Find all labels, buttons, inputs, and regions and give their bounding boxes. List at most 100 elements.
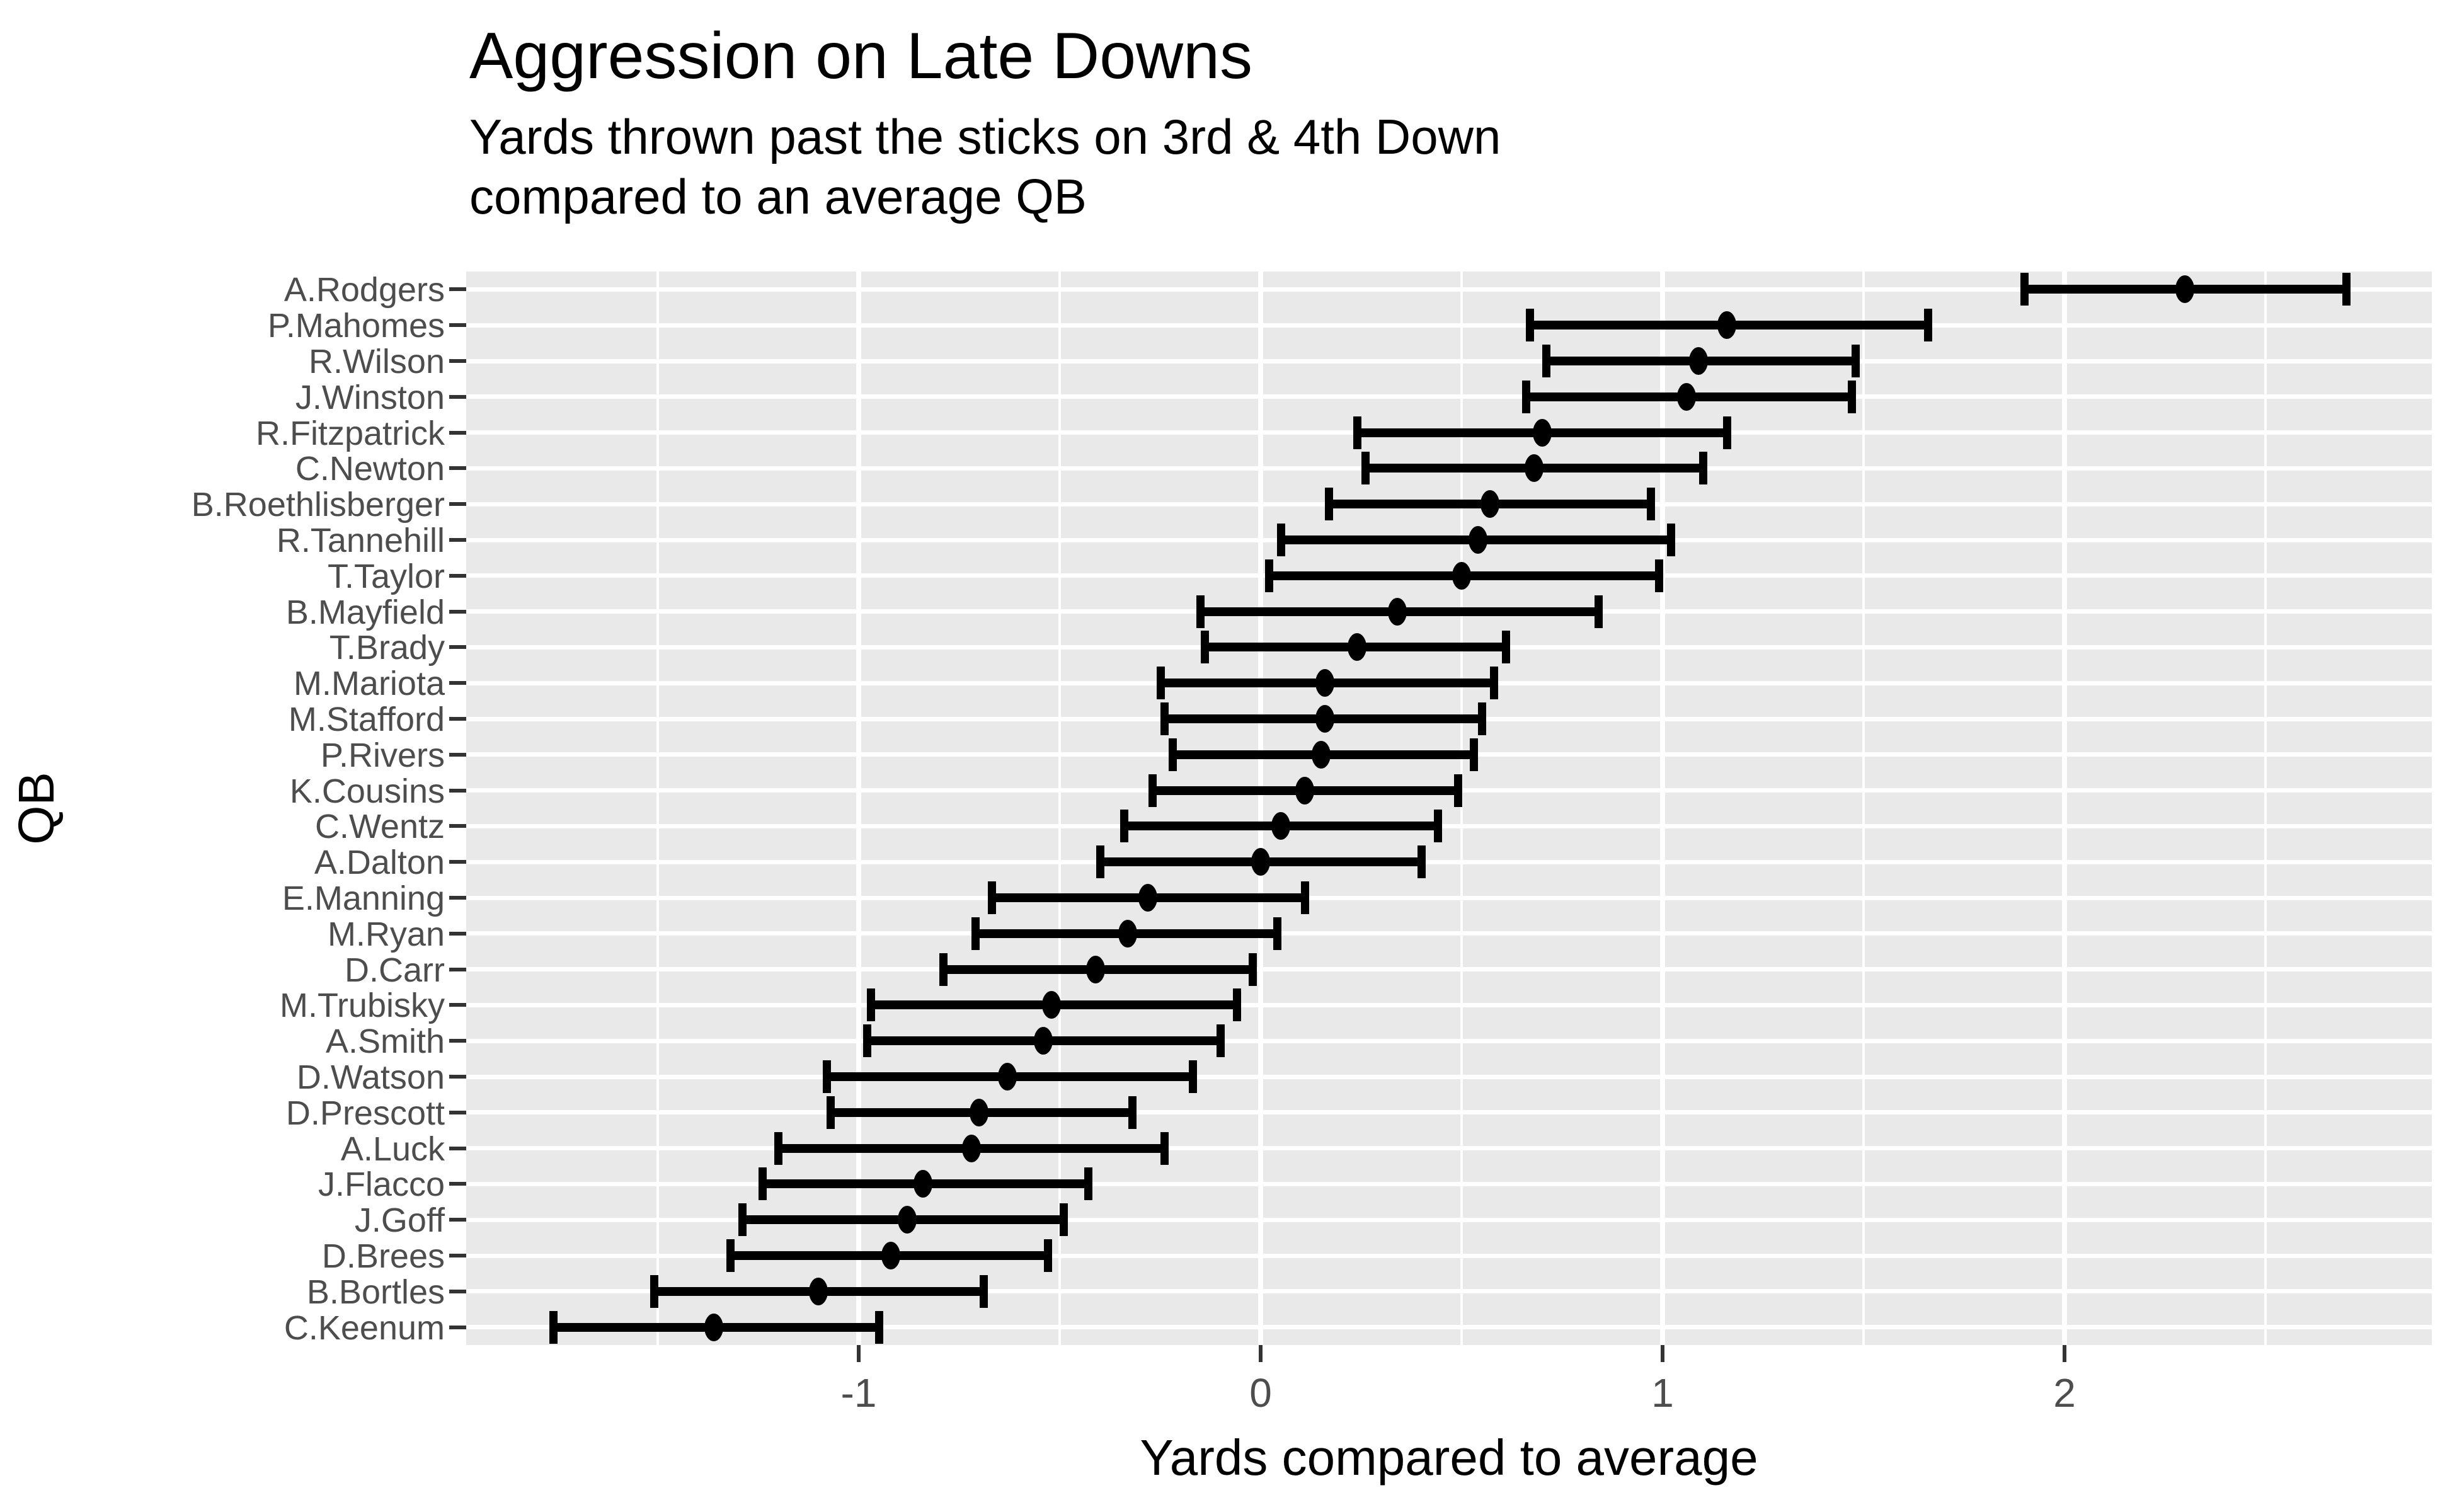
y-axis-tick: [449, 1254, 466, 1257]
gridline-horizontal: [466, 1289, 2432, 1294]
chart-title: Aggression on Late Downs: [469, 20, 1252, 93]
point-estimate-dot: [1532, 418, 1552, 447]
gridline-horizontal: [466, 1038, 2432, 1043]
y-axis-tick: [449, 538, 466, 542]
whisker-cap-low: [1200, 631, 1209, 664]
y-axis-tick: [449, 967, 466, 971]
whisker-cap-high: [1273, 917, 1281, 950]
gridline-vertical-major: [856, 272, 861, 1345]
qb-label: A.Smith: [325, 1022, 445, 1061]
qb-label: B.Bortles: [306, 1273, 445, 1311]
x-axis-tick: [2063, 1345, 2066, 1362]
y-axis-tick: [449, 1075, 466, 1079]
gridline-horizontal: [466, 895, 2432, 900]
gridline-horizontal: [466, 394, 2432, 399]
point-estimate-dot: [1315, 705, 1335, 733]
point-estimate-dot: [1468, 526, 1487, 554]
whisker-cap-low: [1196, 595, 1205, 628]
point-estimate-dot: [914, 1170, 933, 1198]
whisker-cap-high: [1232, 988, 1241, 1022]
qb-label: T.Brady: [329, 629, 445, 667]
whisker-cap-high: [1502, 631, 1511, 664]
whisker-cap-high: [1301, 881, 1310, 914]
qb-label: M.Ryan: [327, 915, 445, 953]
whisker-cap-high: [1924, 309, 1933, 342]
qb-label: D.Brees: [321, 1237, 445, 1275]
gridline-vertical-major: [2062, 272, 2067, 1345]
y-axis-tick: [449, 824, 466, 828]
point-estimate-dot: [1452, 561, 1471, 590]
y-axis-tick: [449, 1110, 466, 1114]
whisker-cap-low: [971, 917, 980, 950]
point-estimate-dot: [1034, 1027, 1053, 1055]
y-axis-tick: [449, 1146, 466, 1150]
gridline-horizontal: [466, 323, 2432, 328]
y-axis-tick: [449, 752, 466, 757]
gridline-vertical-minor: [1862, 272, 1865, 1345]
whisker-cap-high: [1418, 845, 1426, 879]
gridline-horizontal: [466, 1181, 2432, 1186]
gridline-horizontal: [466, 1253, 2432, 1258]
whisker-cap-low: [1156, 667, 1165, 700]
whisker-cap-low: [1264, 559, 1273, 592]
qb-label: D.Watson: [296, 1058, 445, 1096]
whisker-cap-low: [1522, 380, 1531, 413]
point-estimate-dot: [1524, 454, 1544, 483]
whisker-cap-high: [1433, 810, 1442, 843]
y-axis-tick: [449, 1182, 466, 1186]
whisker-cap-high: [1594, 595, 1603, 628]
whisker-cap-low: [2020, 273, 2029, 306]
gridline-vertical-minor: [1460, 272, 1463, 1345]
y-axis-tick: [449, 1289, 466, 1293]
point-estimate-dot: [1717, 311, 1737, 340]
qb-label: B.Mayfield: [285, 593, 445, 631]
point-estimate-dot: [1251, 848, 1270, 876]
gridline-horizontal: [466, 287, 2432, 292]
y-axis-tick: [449, 645, 466, 650]
point-estimate-dot: [1138, 884, 1158, 912]
qb-label: R.Tannehill: [276, 522, 445, 559]
whisker-cap-low: [1353, 416, 1362, 449]
whisker-cap-high: [1646, 488, 1655, 521]
gridline-vertical-minor: [656, 272, 659, 1345]
gridline-vertical-major: [1660, 272, 1665, 1345]
y-axis-tick: [449, 860, 466, 864]
whisker-cap-high: [1852, 345, 1860, 377]
point-estimate-dot: [1311, 740, 1331, 769]
whisker-cap-low: [1542, 345, 1550, 377]
qb-label: A.Luck: [340, 1130, 445, 1168]
whisker-cap-low: [726, 1239, 735, 1272]
whisker-cap-low: [939, 953, 948, 986]
whisker-cap-low: [1168, 738, 1177, 771]
whisker-cap-low: [1276, 524, 1285, 556]
x-axis-tick: [857, 1345, 861, 1362]
qb-label: P.Mahomes: [267, 307, 445, 345]
qb-label: M.Stafford: [288, 701, 445, 738]
whisker-cap-high: [1477, 702, 1486, 735]
whisker-cap-low: [1120, 810, 1129, 843]
x-axis-tick: [1259, 1345, 1263, 1362]
point-estimate-dot: [1118, 919, 1138, 948]
whisker-cap-low: [1325, 488, 1334, 521]
point-estimate-dot: [1348, 633, 1367, 662]
whisker-cap-low: [774, 1131, 783, 1165]
point-estimate-dot: [1480, 490, 1499, 518]
qb-label: M.Mariota: [293, 665, 445, 703]
y-axis-tick: [449, 1003, 466, 1007]
point-estimate-dot: [1295, 776, 1315, 805]
whisker-cap-high: [1654, 559, 1663, 592]
y-axis-tick: [449, 502, 466, 507]
gridline-horizontal: [466, 859, 2432, 864]
whisker-cap-low: [738, 1203, 747, 1237]
point-estimate-dot: [897, 1206, 917, 1234]
gridline-horizontal: [466, 1325, 2432, 1330]
whisker-cap-high: [1043, 1239, 1052, 1272]
gridline-horizontal: [466, 1074, 2432, 1079]
y-axis-tick: [449, 323, 466, 328]
gridline-vertical-minor: [1058, 272, 1061, 1345]
whisker-cap-high: [1490, 667, 1499, 700]
gridline-vertical-minor: [2264, 272, 2267, 1345]
y-axis-tick: [449, 394, 466, 399]
y-axis-tick: [449, 1218, 466, 1222]
whisker-cap-high: [1698, 452, 1707, 485]
